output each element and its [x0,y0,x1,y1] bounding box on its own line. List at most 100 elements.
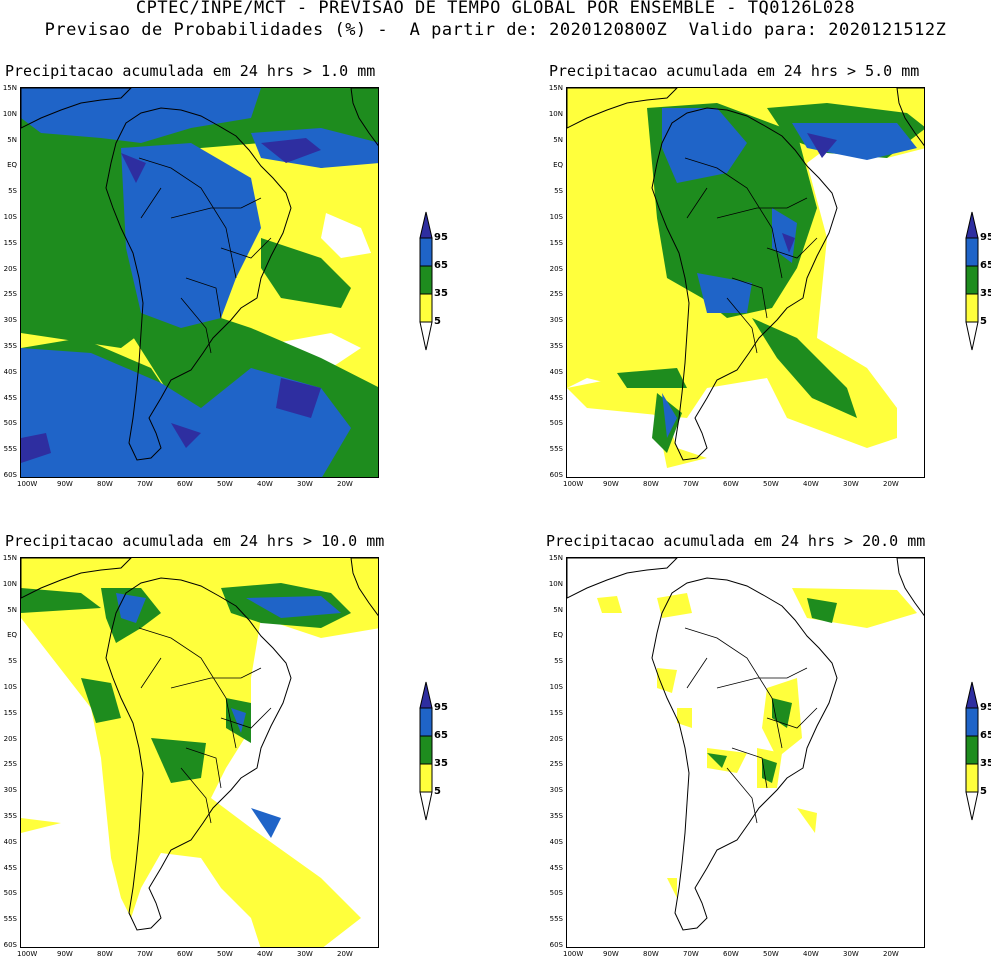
lat-label: 30S [549,316,563,325]
lat-label: 5S [8,187,17,196]
prob-5-35-area [707,748,747,773]
coastline [567,88,678,129]
lon-label: 30W [297,950,313,958]
prob-65-95-area [21,88,261,143]
colorbar-label: 5 [434,786,441,797]
header-line-2: Previsao de Probabilidades (%) - A parti… [44,20,947,40]
lat-label: 10N [548,579,563,588]
map-panel-3 [20,557,379,948]
lon-label: 80W [97,950,113,958]
lat-label: 50S [549,889,563,898]
colorbar-2: 95 65 35 5 [964,210,991,360]
lat-label: 15S [549,708,563,717]
prob-5-35-area [657,593,692,618]
colorbar-label: 95 [434,232,448,243]
colorbar-label: 5 [434,316,441,327]
prob-35-65-area [752,318,857,418]
lon-label: 50W [217,950,233,958]
coastline [105,107,292,461]
lat-label: 50S [549,419,563,428]
lat-label: 15N [548,84,563,92]
lat-label: 20S [3,734,17,743]
lon-label: 80W [97,480,113,488]
lat-label: 5S [8,657,17,666]
lat-label: 10S [3,213,17,221]
lon-label: 60W [723,950,739,958]
lat-label: 60S [3,471,17,479]
lon-label: 50W [763,480,779,488]
lon-label: 90W [57,480,73,488]
prob-65-95-area [697,273,752,313]
lon-label: 50W [763,950,779,958]
prob-65-95-area [251,808,281,838]
lat-label: 15N [2,554,17,562]
lat-label: 10N [2,109,17,118]
lat-label: 50S [3,889,17,898]
lon-label: 70W [137,950,153,958]
colorbar-label: 65 [434,730,448,741]
lat-label: 55S [549,445,563,454]
lat-label: 40S [549,837,563,846]
coastline [21,88,132,129]
country-borders [138,157,272,354]
lon-label: 20W [883,480,899,488]
colorbar-graphic [965,211,979,351]
lon-label: 100W [563,950,584,958]
prob-5-35-area [597,596,622,613]
lat-label: 35S [3,812,17,820]
lat-label: 40S [549,367,563,376]
probability-field [21,558,378,947]
lon-label: 70W [683,950,699,958]
prob-35-65-area [762,758,777,783]
lon-label: 90W [57,950,73,958]
panel-1-title: Precipitacao acumulada em 24 hrs > 1.0 m… [5,62,376,80]
colorbar-graphic [419,211,433,351]
lat-label: 25S [549,760,563,769]
lat-label: 5N [7,135,17,144]
prob-5-35-area [677,708,692,728]
colorbar-label: 35 [434,288,448,299]
lat-label: EQ [7,161,17,170]
colorbar-label: 95 [980,232,991,243]
lon-label: 40W [257,950,273,958]
colorbar-label: 65 [434,260,448,271]
lat-label: 50S [3,419,17,428]
lat-label: 55S [3,445,17,454]
coastline [651,107,838,461]
lon-label: 30W [297,480,313,488]
prob-65-95-area [21,348,351,477]
colorbar-4: 95 65 35 5 [964,680,991,830]
lat-label: 35S [549,812,563,820]
lat-label: 25S [3,760,17,769]
prob-35-65-area [617,368,687,388]
colorbar-label: 35 [980,288,991,299]
coastline [21,558,132,599]
panel-2-title: Precipitacao acumulada em 24 hrs > 5.0 m… [549,62,920,80]
map-panel-2 [566,87,925,478]
lon-label: 20W [337,480,353,488]
lon-label: 20W [883,950,899,958]
lon-label: 50W [217,480,233,488]
lat-label: 15N [2,84,17,92]
panel-3-title: Precipitacao acumulada em 24 hrs > 10.0 … [5,532,385,550]
lat-label: 25S [3,290,17,299]
lat-label: 35S [3,342,17,350]
map-panel-1 [20,87,379,478]
header-line-1: CPTEC/INPE/MCT - PREVISAO DE TEMPO GLOBA… [135,0,856,18]
country-borders [684,157,818,354]
lat-label: 15N [548,554,563,562]
lat-label: 55S [549,915,563,924]
prob-35-65-area [772,698,792,728]
lat-label: 30S [3,316,17,325]
colorbar-1: 95 65 35 5 [418,210,478,360]
prob-above-95-area [276,378,321,418]
colorbar-label: 65 [980,260,991,271]
prob-35-65-area [151,738,206,783]
colorbar-label: 5 [980,316,987,327]
prob-above-95-area [261,138,321,163]
colorbar-3: 95 65 35 5 [418,680,478,830]
lat-label: 10S [549,683,563,691]
lat-label: 10S [549,213,563,221]
lat-label: 15S [549,238,563,247]
lat-label: 10S [3,683,17,691]
